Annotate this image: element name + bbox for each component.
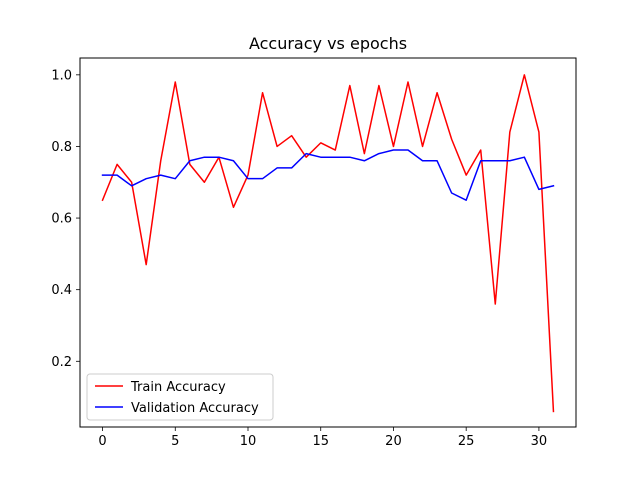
y-tick-label: 0.8 — [51, 140, 72, 155]
y-tick-label: 1.0 — [51, 68, 72, 83]
series-line-validation-accuracy — [101, 149, 555, 201]
x-tick-label: 10 — [240, 434, 257, 449]
axis-ticks: 0 5 10 15 20 25 30 0.2 0.4 0.6 0.8 1.0 — [51, 68, 547, 449]
x-tick-label: 30 — [531, 434, 548, 449]
plot-area — [101, 74, 555, 413]
legend-label-validation: Validation Accuracy — [131, 401, 259, 416]
legend-box — [86, 373, 274, 421]
x-tick-label: 25 — [458, 434, 475, 449]
series-line-train-accuracy — [101, 74, 555, 413]
x-tick-label: 15 — [312, 434, 329, 449]
legend-label-train: Train Accuracy — [130, 380, 226, 395]
y-tick-label: 0.4 — [51, 283, 72, 298]
y-tick-label: 0.2 — [51, 355, 72, 370]
legend: Train Accuracy Validation Accuracy — [86, 373, 274, 421]
axes-frame — [79, 57, 577, 428]
x-tick-label: 0 — [98, 434, 106, 449]
chart-title: Accuracy vs epochs — [249, 34, 407, 53]
x-tick-label: 5 — [171, 434, 179, 449]
x-tick-label: 20 — [385, 434, 402, 449]
y-tick-label: 0.6 — [51, 212, 72, 227]
